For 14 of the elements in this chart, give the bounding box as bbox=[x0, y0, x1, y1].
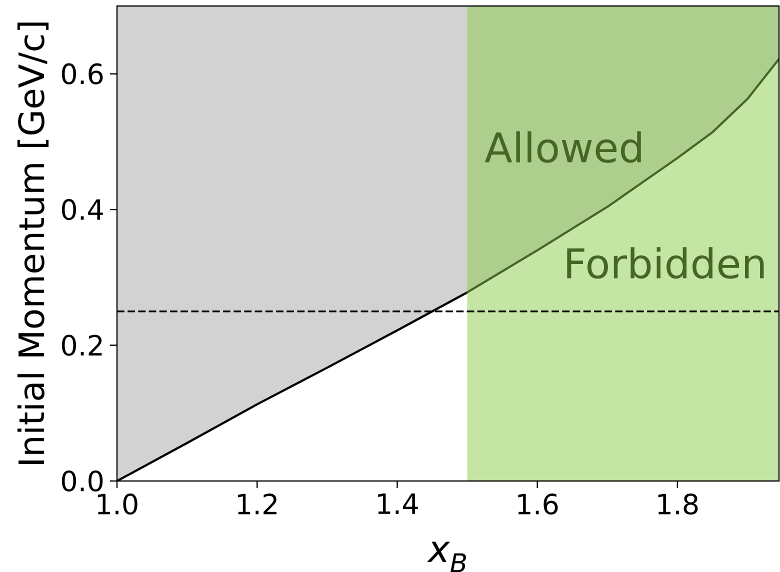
x-tick-label: 1.8 bbox=[658, 494, 698, 515]
line-series bbox=[466, 58, 780, 294]
y-tick-label: 0.2 bbox=[62, 334, 102, 356]
y-axis-title: Initial Momentum [GeV/c] bbox=[17, 22, 49, 464]
x-tick-label: 1.0 bbox=[98, 494, 138, 515]
x-tick-label: 1.2 bbox=[238, 494, 276, 514]
y-tick-label: 0.4 bbox=[62, 199, 103, 220]
x-axis-title: x$_{B}$ bbox=[427, 542, 466, 572]
x-tick-label: 1.6 bbox=[518, 494, 558, 515]
y-tick-label: 0.0 bbox=[62, 470, 103, 492]
x-tick-label: 1.4 bbox=[378, 494, 418, 514]
annotation: Forbidden bbox=[567, 247, 764, 279]
annotation: Allowed bbox=[484, 131, 641, 163]
y-tick-label: 0.6 bbox=[62, 63, 103, 84]
